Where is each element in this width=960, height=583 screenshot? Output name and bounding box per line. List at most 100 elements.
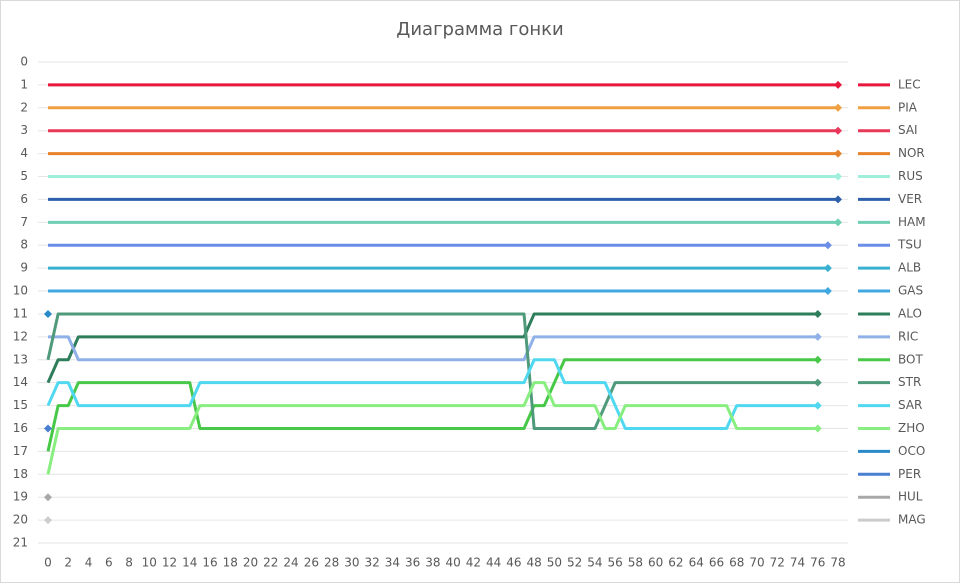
end-marker	[813, 332, 822, 341]
end-marker	[834, 103, 842, 112]
y-tick-label: 6	[20, 192, 28, 206]
end-marker	[834, 126, 842, 135]
end-marker	[813, 401, 822, 410]
end-marker	[813, 355, 822, 364]
legend-label: PER	[898, 467, 921, 481]
x-tick-label: 26	[304, 556, 319, 570]
x-tick-label: 12	[162, 556, 177, 570]
legend-label: ALO	[898, 306, 922, 320]
x-tick-label: 40	[445, 556, 460, 570]
series-line	[46, 312, 818, 384]
end-marker	[44, 309, 52, 318]
x-tick-label: 2	[64, 556, 72, 570]
x-tick-label: 34	[385, 556, 400, 570]
legend-label: RIC	[898, 329, 918, 343]
y-tick-label: 9	[20, 261, 28, 275]
legend-label: LEC	[898, 77, 921, 91]
series-line	[46, 312, 818, 430]
end-marker	[834, 149, 842, 158]
end-marker	[44, 424, 52, 433]
x-tick-label: 42	[466, 556, 481, 570]
x-tick-label: 68	[729, 556, 744, 570]
x-tick-label: 72	[770, 556, 785, 570]
end-marker	[823, 264, 832, 273]
series-line	[46, 381, 818, 475]
y-tick-label: 2	[20, 100, 28, 114]
x-tick-label: 44	[486, 556, 501, 570]
end-marker	[813, 378, 822, 387]
end-marker	[823, 241, 832, 250]
x-tick-label: 70	[749, 556, 764, 570]
y-tick-label: 8	[20, 238, 28, 252]
series-line	[48, 335, 818, 362]
chart-title: Диаграмма гонки	[396, 19, 563, 40]
y-tick-label: 13	[13, 352, 28, 366]
legend-label: OCO	[898, 444, 925, 458]
y-tick-label: 20	[13, 513, 28, 527]
x-tick-label: 54	[587, 556, 602, 570]
end-marker	[44, 516, 52, 525]
x-tick-label: 30	[344, 556, 359, 570]
x-tick-label: 78	[830, 556, 845, 570]
x-tick-label: 74	[790, 556, 805, 570]
x-tick-label: 36	[405, 556, 420, 570]
y-tick-label: 7	[20, 215, 28, 229]
x-tick-label: 32	[364, 556, 379, 570]
y-tick-label: 17	[13, 444, 28, 458]
x-tick-label: 22	[263, 556, 278, 570]
x-tick-label: 48	[527, 556, 542, 570]
y-tick-label: 11	[13, 306, 28, 320]
x-tick-label: 16	[202, 556, 217, 570]
y-tick-label: 0	[20, 55, 28, 69]
y-tick-label: 14	[13, 375, 28, 389]
x-tick-label: 66	[709, 556, 724, 570]
legend-label: SAI	[898, 123, 918, 137]
x-tick-label: 60	[648, 556, 663, 570]
y-tick-label: 15	[13, 398, 28, 412]
x-tick-label: 6	[105, 556, 113, 570]
end-marker	[834, 195, 842, 204]
y-tick-label: 5	[20, 169, 28, 183]
y-tick-label: 1	[20, 77, 28, 91]
x-tick-label: 20	[243, 556, 258, 570]
legend-label: ZHO	[898, 421, 925, 435]
x-tick-label: 0	[44, 556, 52, 570]
series-line	[46, 358, 818, 430]
end-marker	[834, 218, 842, 227]
legend-label: HUL	[898, 490, 923, 504]
legend-label: NOR	[898, 146, 925, 160]
end-marker	[44, 493, 52, 502]
legend-label: HAM	[898, 215, 926, 229]
x-tick-label: 46	[506, 556, 521, 570]
end-marker	[834, 172, 842, 181]
end-marker	[813, 424, 822, 433]
legend-label: RUS	[898, 169, 923, 183]
legend-label: SAR	[898, 398, 922, 412]
x-tick-label: 8	[125, 556, 133, 570]
x-tick-label: 62	[668, 556, 683, 570]
legend-label: MAG	[898, 513, 926, 527]
x-tick-label: 76	[810, 556, 825, 570]
end-marker	[813, 309, 822, 318]
x-tick-label: 58	[628, 556, 643, 570]
x-tick-label: 24	[283, 556, 298, 570]
x-tick-label: 14	[182, 556, 197, 570]
y-tick-label: 16	[13, 421, 28, 435]
x-tick-label: 50	[547, 556, 562, 570]
y-tick-label: 4	[20, 146, 28, 160]
y-tick-label: 10	[13, 284, 28, 298]
y-tick-label: 21	[13, 536, 28, 550]
end-marker	[834, 80, 842, 89]
y-tick-label: 12	[13, 329, 28, 343]
y-tick-label: 18	[13, 467, 28, 481]
x-tick-label: 64	[689, 556, 704, 570]
end-marker	[823, 287, 832, 296]
legend-label: BOT	[898, 352, 923, 366]
x-tick-label: 52	[567, 556, 582, 570]
legend-label: TSU	[897, 238, 922, 252]
x-tick-label: 4	[85, 556, 93, 570]
legend-label: PIA	[898, 100, 918, 114]
y-tick-label: 19	[13, 490, 28, 504]
x-tick-label: 38	[425, 556, 440, 570]
